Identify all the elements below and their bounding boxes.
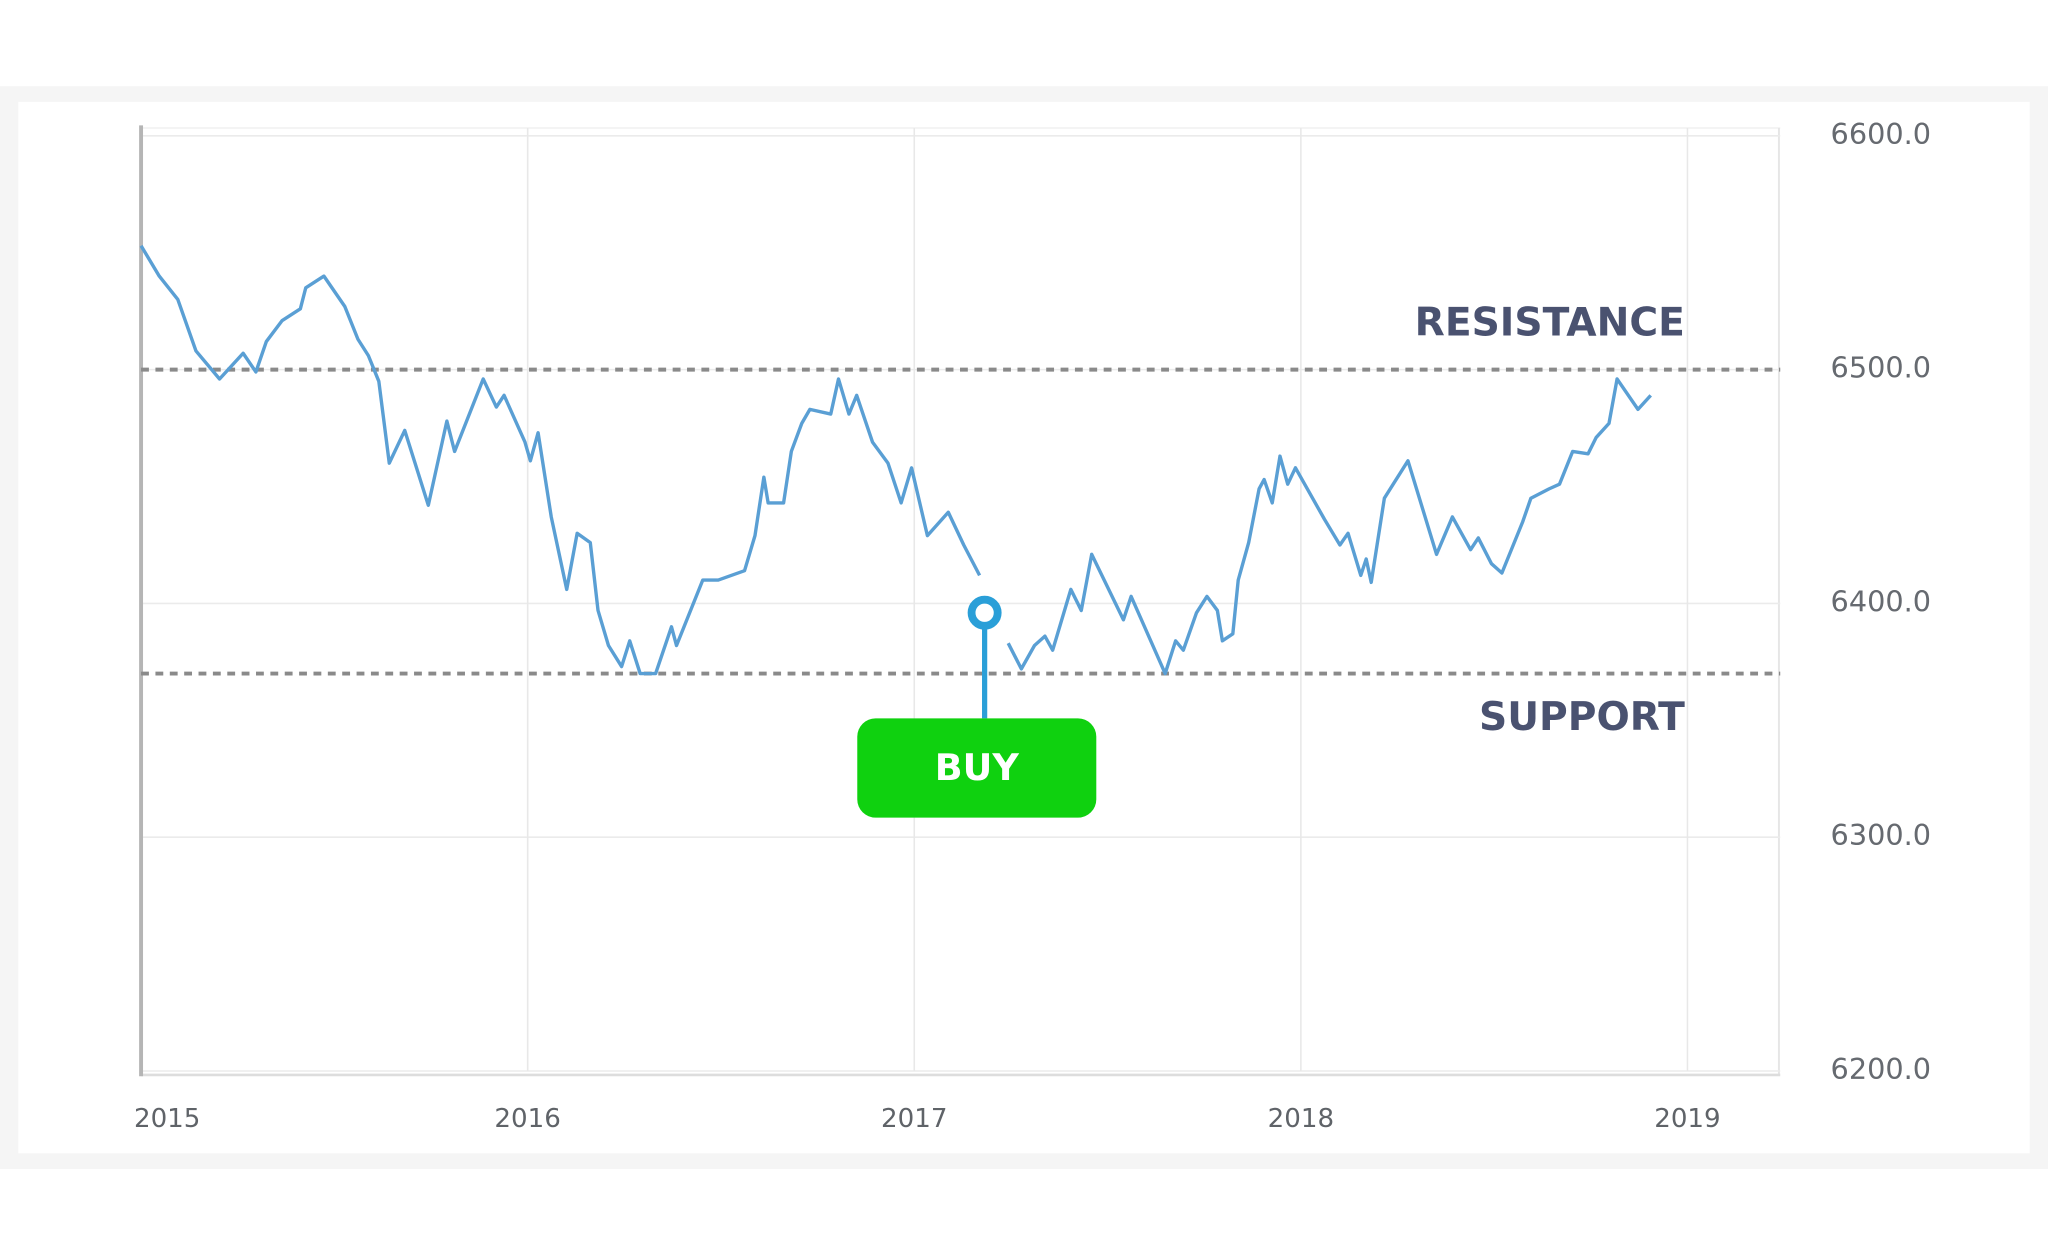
x-tick-label: 2018 — [1268, 1104, 1334, 1134]
x-tick-label: 2016 — [494, 1104, 560, 1134]
card — [18, 101, 2030, 1154]
x-tick-label: 2019 — [1654, 1104, 1720, 1134]
y-tick-label: 6200.0 — [1831, 1052, 1932, 1086]
y-tick-label: 6500.0 — [1831, 351, 1932, 385]
buy-marker — [967, 595, 1002, 630]
y-tick-label: 6400.0 — [1831, 584, 1932, 618]
y-tick-label: 6300.0 — [1831, 818, 1932, 852]
price-line — [139, 244, 1652, 676]
x-tick-label: 2015 — [134, 1104, 200, 1134]
buy-label: BUY — [935, 746, 1020, 789]
y-tick-label: 6600.0 — [1831, 117, 1932, 151]
level-label: RESISTANCE — [1415, 301, 1685, 346]
buy-badge — [857, 718, 1097, 818]
level-label: SUPPORT — [1479, 695, 1685, 740]
x-tick-label: 2017 — [881, 1104, 947, 1134]
